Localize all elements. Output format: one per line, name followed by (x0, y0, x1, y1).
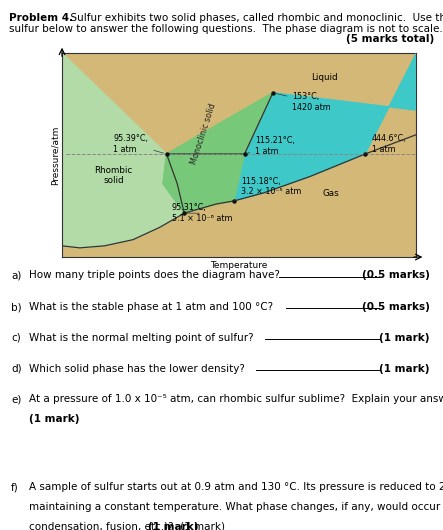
Text: (5 marks total): (5 marks total) (346, 34, 434, 45)
Text: maintaining a constant temperature. What phase changes, if any, would occur (e.g: maintaining a constant temperature. What… (29, 502, 443, 512)
X-axis label: Temperature: Temperature (210, 261, 268, 270)
Text: What is the stable phase at 1 atm and 100 °C?: What is the stable phase at 1 atm and 10… (29, 302, 273, 312)
Text: Sulfur exhibits two solid phases, called rhombic and monoclinic.  Use the phase : Sulfur exhibits two solid phases, called… (64, 13, 443, 23)
Text: 153°C,
1420 atm: 153°C, 1420 atm (276, 92, 331, 112)
Text: At a pressure of 1.0 x 10⁻⁵ atm, can rhombic sulfur sublime?  Explain your answe: At a pressure of 1.0 x 10⁻⁵ atm, can rho… (29, 394, 443, 404)
Text: e): e) (11, 394, 21, 404)
Text: Monoclinic solid: Monoclinic solid (190, 102, 218, 165)
Text: (0.5 marks): (0.5 marks) (362, 270, 430, 280)
Text: b): b) (11, 302, 22, 312)
Y-axis label: Pressure/atm: Pressure/atm (50, 125, 59, 185)
Text: condensation, fusion, etc.)?  (1 mark): condensation, fusion, etc.)? (1 mark) (29, 522, 225, 530)
Text: A sample of sulfur starts out at 0.9 atm and 130 °C. Its pressure is reduced to : A sample of sulfur starts out at 0.9 atm… (29, 482, 443, 492)
Text: (1 mark): (1 mark) (148, 522, 198, 530)
Text: Problem 4.: Problem 4. (9, 13, 73, 23)
Text: How many triple points does the diagram have?: How many triple points does the diagram … (29, 270, 280, 280)
Polygon shape (163, 93, 273, 213)
Text: What is the normal melting point of sulfur?: What is the normal melting point of sulf… (29, 333, 253, 343)
Text: (1 mark): (1 mark) (29, 414, 79, 425)
Text: Liquid: Liquid (311, 73, 338, 82)
Text: 115.21°C,
1 atm: 115.21°C, 1 atm (247, 136, 295, 155)
Text: sulfur below to answer the following questions.  The phase diagram is not to sca: sulfur below to answer the following que… (9, 24, 443, 34)
Text: 95.31°C,
5.1 × 10⁻⁶ atm: 95.31°C, 5.1 × 10⁻⁶ atm (172, 204, 233, 223)
Text: a): a) (11, 270, 21, 280)
Text: (0.5 marks): (0.5 marks) (362, 302, 430, 312)
Text: c): c) (11, 333, 21, 343)
Polygon shape (62, 53, 184, 257)
Text: 444.6°C,
1 atm: 444.6°C, 1 atm (365, 134, 407, 154)
Text: Rhombic
solid: Rhombic solid (94, 166, 132, 185)
Text: (1 mark): (1 mark) (379, 333, 430, 343)
Text: 115.18°C,
3.2 × 10⁻⁵ atm: 115.18°C, 3.2 × 10⁻⁵ atm (234, 177, 301, 201)
Text: f): f) (11, 482, 19, 492)
Polygon shape (163, 93, 273, 213)
Text: Which solid phase has the lower density?: Which solid phase has the lower density? (29, 364, 245, 374)
Polygon shape (234, 53, 416, 201)
Text: (1 mark): (1 mark) (379, 364, 430, 374)
Text: Gas: Gas (323, 189, 340, 198)
Text: d): d) (11, 364, 22, 374)
Text: 95.39°C,
1 atm: 95.39°C, 1 atm (113, 134, 164, 154)
